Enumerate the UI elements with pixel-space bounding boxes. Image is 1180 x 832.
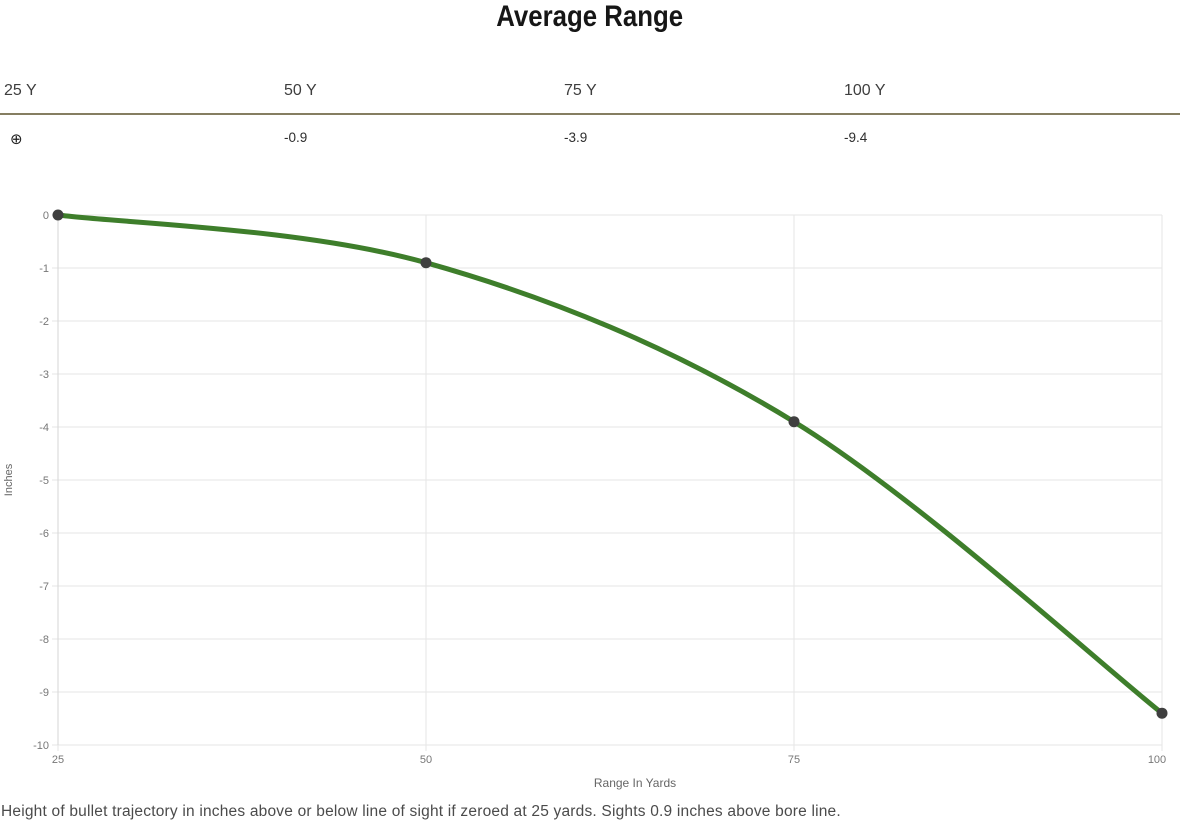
x-tick-label: 25 (52, 754, 64, 766)
chart-caption: Height of bullet trajectory in inches ab… (1, 803, 841, 820)
x-tick-label: 75 (788, 754, 800, 766)
y-tick-label: -5 (39, 475, 49, 487)
x-axis-title: Range In Yards (594, 776, 676, 790)
drop-value-75y: -3.9 (564, 130, 588, 145)
range-header-25y: 25 Y (4, 82, 37, 99)
data-point[interactable] (52, 209, 64, 221)
zero-point-icon: ⊕ (10, 131, 23, 148)
range-header-50y: 50 Y (284, 82, 317, 99)
trajectory-line (55, 212, 1165, 716)
range-summary-header-row: 25 Y 50 Y 75 Y 100 Y (0, 82, 1180, 113)
y-tick-label: -6 (39, 528, 49, 540)
y-tick-label: -2 (39, 316, 49, 328)
drop-value-100y: -9.4 (844, 130, 868, 145)
page-title: Average Range (496, 0, 684, 33)
range-summary-value-row: ⊕ -0.9 -3.9 -9.4 (0, 115, 1180, 148)
y-tick-label: -10 (33, 740, 49, 752)
y-tick-label: -9 (39, 687, 49, 699)
y-tick-label: 0 (43, 210, 49, 222)
range-summary-table: 25 Y 50 Y 75 Y 100 Y ⊕ -0.9 -3.9 -9.4 (0, 82, 1180, 148)
data-point[interactable] (788, 416, 800, 428)
drop-value-50y: -0.9 (284, 130, 308, 145)
data-point[interactable] (420, 257, 432, 269)
x-tick-label: 100 (1148, 754, 1166, 766)
range-header-75y: 75 Y (564, 82, 597, 99)
y-axis-title: Inches (3, 463, 15, 496)
range-header-100y: 100 Y (844, 82, 886, 99)
summary-divider (0, 113, 1180, 115)
y-tick-label: -4 (39, 422, 49, 434)
y-tick-label: -8 (39, 634, 49, 646)
y-tick-label: -3 (39, 369, 49, 381)
y-tick-label: -7 (39, 581, 49, 593)
title-bar: Average Range (0, 0, 1180, 33)
data-point[interactable] (1156, 707, 1168, 719)
y-tick-label: -1 (39, 263, 49, 275)
x-tick-label: 50 (420, 754, 432, 766)
